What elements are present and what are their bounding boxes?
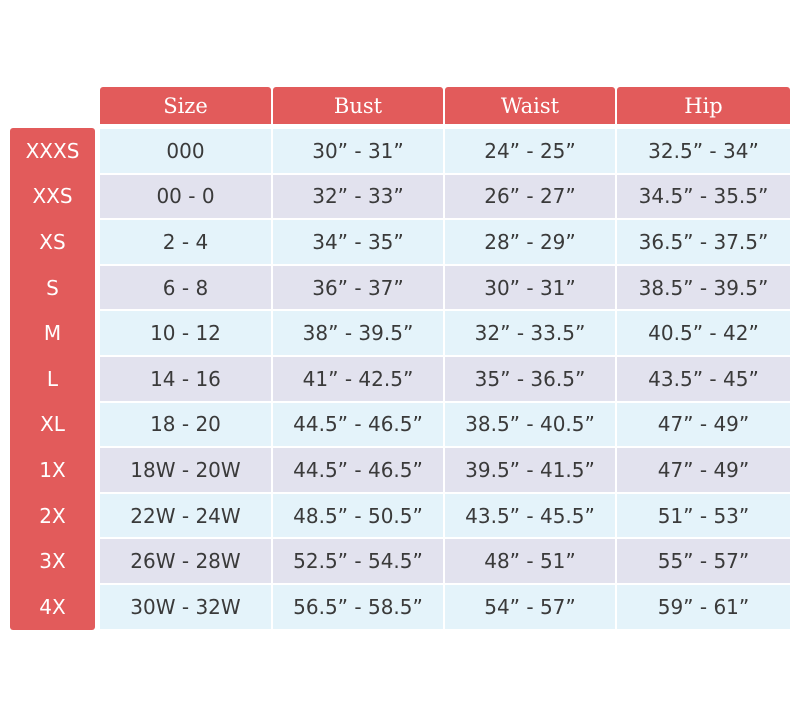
- table-cell: 44.5” - 46.5”: [273, 448, 443, 492]
- table-cell: 40.5” - 42”: [617, 311, 790, 355]
- table-cell: 32” - 33”: [273, 174, 443, 219]
- table-cell: 47” - 49”: [617, 402, 790, 447]
- table-cell: 26” - 27”: [445, 174, 615, 219]
- size-label: XS: [39, 229, 66, 254]
- table-cell: 14 - 16: [100, 357, 271, 401]
- table-cell: 2 - 4: [100, 220, 271, 264]
- size-label: 2X: [39, 503, 66, 528]
- table-cell: 52.5” - 54.5”: [273, 539, 443, 583]
- size-label: 4X: [39, 594, 66, 619]
- table-cell: 51” - 53”: [617, 493, 790, 538]
- table-cell: 34.5” - 35.5”: [617, 174, 790, 219]
- table-cell: 22W - 24W: [100, 493, 271, 538]
- table-cell: 56.5” - 58.5”: [273, 585, 443, 629]
- column-header: Bust: [273, 87, 443, 124]
- column-header: Waist: [445, 87, 615, 124]
- table-cell: 000: [100, 129, 271, 173]
- table-cell: 00 - 0: [100, 174, 271, 219]
- table-cell: 43.5” - 45.5”: [445, 493, 615, 538]
- table-cell: 54” - 57”: [445, 585, 615, 629]
- size-label: 1X: [39, 457, 66, 482]
- size-label-column: [10, 128, 95, 630]
- table-cell: 48” - 51”: [445, 539, 615, 583]
- column-header: Size: [100, 87, 271, 124]
- size-label: XXXS: [25, 138, 80, 163]
- table-cell: 24” - 25”: [445, 129, 615, 173]
- table-cell: 38” - 39.5”: [273, 311, 443, 355]
- table-cell: 18W - 20W: [100, 448, 271, 492]
- size-label: XL: [40, 412, 65, 437]
- table-cell: 38.5” - 39.5”: [617, 265, 790, 310]
- table-cell: 39.5” - 41.5”: [445, 448, 615, 492]
- table-cell: 38.5” - 40.5”: [445, 402, 615, 447]
- size-label: 3X: [39, 549, 66, 574]
- table-cell: 44.5” - 46.5”: [273, 402, 443, 447]
- size-label: L: [46, 366, 59, 391]
- table-cell: 59” - 61”: [617, 585, 790, 629]
- table-cell: 32.5” - 34”: [617, 129, 790, 173]
- table-cell: 34” - 35”: [273, 220, 443, 264]
- table-cell: 36.5” - 37.5”: [617, 220, 790, 264]
- table-cell: 41” - 42.5”: [273, 357, 443, 401]
- table-cell: 48.5” - 50.5”: [273, 493, 443, 538]
- column-header: Hip: [617, 87, 790, 124]
- table-cell: 55” - 57”: [617, 539, 790, 583]
- table-cell: 30” - 31”: [445, 265, 615, 310]
- table-cell: 26W - 28W: [100, 539, 271, 583]
- table-cell: 36” - 37”: [273, 265, 443, 310]
- table-cell: 28” - 29”: [445, 220, 615, 264]
- table-cell: 35” - 36.5”: [445, 357, 615, 401]
- size-label: S: [46, 275, 59, 300]
- table-cell: 47” - 49”: [617, 448, 790, 492]
- table-cell: 32” - 33.5”: [445, 311, 615, 355]
- table-cell: 30” - 31”: [273, 129, 443, 173]
- table-cell: 30W - 32W: [100, 585, 271, 629]
- size-label: XXS: [32, 184, 73, 209]
- table-cell: 6 - 8: [100, 265, 271, 310]
- table-cell: 10 - 12: [100, 311, 271, 355]
- table-cell: 43.5” - 45”: [617, 357, 790, 401]
- size-label: M: [43, 321, 62, 346]
- table-cell: 18 - 20: [100, 402, 271, 447]
